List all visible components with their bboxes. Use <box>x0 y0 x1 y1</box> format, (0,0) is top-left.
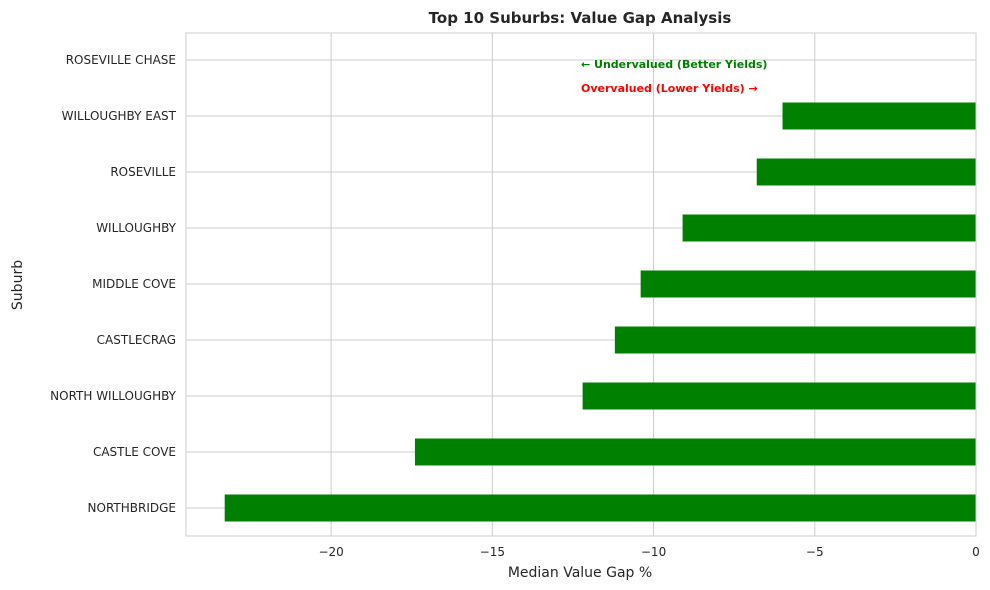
bar <box>756 158 976 186</box>
y-tick-label: ROSEVILLE CHASE <box>66 53 176 67</box>
annotation-text: ← Undervalued (Better Yields) <box>581 58 767 71</box>
bar <box>640 270 976 298</box>
bar <box>224 494 977 522</box>
y-tick-label: NORTH WILLOUGHBY <box>50 389 177 403</box>
bar <box>682 214 976 242</box>
x-axis-label: Median Value Gap % <box>508 565 652 581</box>
x-tick-label: −5 <box>806 545 824 559</box>
tick-layer: −20 −15 −10 −5 0 NORTHBRIDGE CASTLE COVE NORTH … <box>50 53 980 559</box>
annotation-text: Overvalued (Lower Yields) → <box>581 82 758 95</box>
y-tick-label: NORTHBRIDGE <box>88 501 176 515</box>
y-tick-label: CASTLE COVE <box>93 445 176 459</box>
plot-frame <box>185 32 977 537</box>
chart-title: Top 10 Suburbs: Value Gap Analysis <box>429 9 732 27</box>
annotation-layer: ← Undervalued (Better Yields) Overvalued … <box>581 58 767 95</box>
bar-layer <box>224 102 977 522</box>
x-tick-label: −20 <box>318 545 343 559</box>
x-tick-label: −10 <box>641 545 666 559</box>
y-tick-label: CASTLECRAG <box>97 333 176 347</box>
x-tick-label: 0 <box>972 545 980 559</box>
bar <box>614 326 976 354</box>
y-tick-label: MIDDLE COVE <box>92 277 176 291</box>
y-tick-label: WILLOUGHBY EAST <box>62 109 177 123</box>
bar <box>414 438 976 466</box>
y-tick-label: ROSEVILLE <box>110 165 176 179</box>
bar <box>782 102 976 130</box>
y-tick-label: WILLOUGHBY <box>96 221 176 235</box>
y-axis-label: Suburb <box>10 260 26 310</box>
bar <box>582 382 976 410</box>
x-tick-label: −15 <box>480 545 505 559</box>
